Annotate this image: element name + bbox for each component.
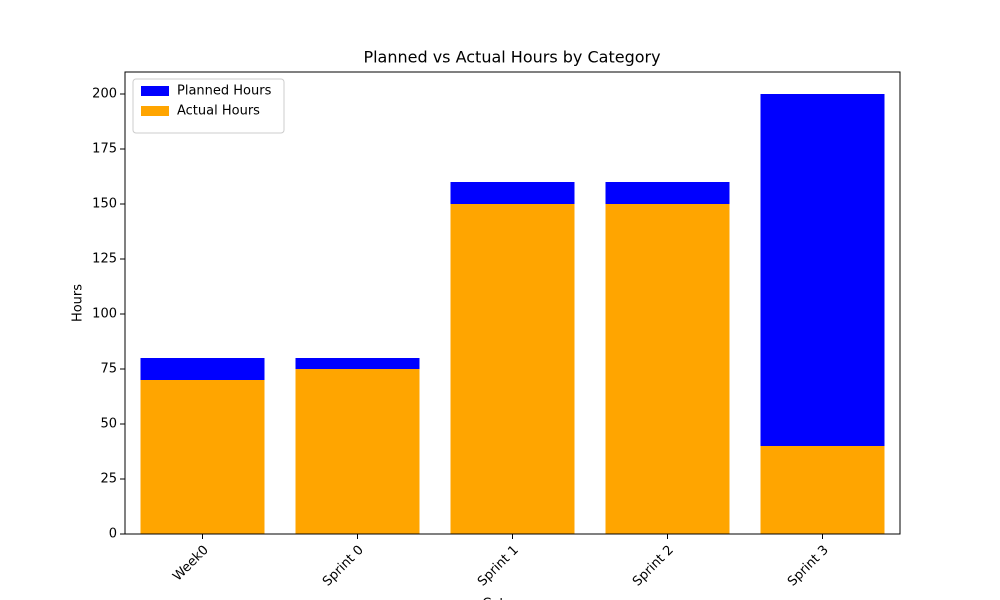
bar <box>605 204 730 534</box>
legend-label: Planned Hours <box>177 84 272 99</box>
chart-title: Planned vs Actual Hours by Category <box>363 48 660 67</box>
bar <box>760 446 885 534</box>
bar <box>450 204 575 534</box>
y-tick-label: 0 <box>109 527 117 542</box>
y-tick-label: 200 <box>92 87 117 102</box>
y-tick-label: 50 <box>100 417 117 432</box>
legend-swatch <box>141 86 169 96</box>
x-tick-label: Week0 <box>170 543 212 585</box>
bar <box>140 380 265 534</box>
y-tick-label: 175 <box>92 142 117 157</box>
legend-label: Actual Hours <box>177 104 260 119</box>
y-tick-label: 25 <box>100 472 117 487</box>
x-tick-label: Sprint 2 <box>630 543 677 590</box>
y-tick-label: 125 <box>92 252 117 267</box>
legend-frame <box>132 78 285 134</box>
plot-frame <box>124 71 901 535</box>
bar <box>295 369 420 534</box>
x-tick-label: Sprint 0 <box>320 543 367 590</box>
y-tick-label: 150 <box>92 197 117 212</box>
legend: Planned Hours Actual Hours <box>132 78 285 134</box>
y-tick-label: 75 <box>100 362 117 377</box>
y-tick-label: 100 <box>92 307 117 322</box>
x-tick-label: Sprint 1 <box>475 543 522 590</box>
y-axis-label: Hours <box>71 284 86 322</box>
x-axis-label: Category <box>482 597 542 600</box>
x-tick-label: Sprint 3 <box>785 543 832 590</box>
legend-swatch <box>141 106 169 116</box>
